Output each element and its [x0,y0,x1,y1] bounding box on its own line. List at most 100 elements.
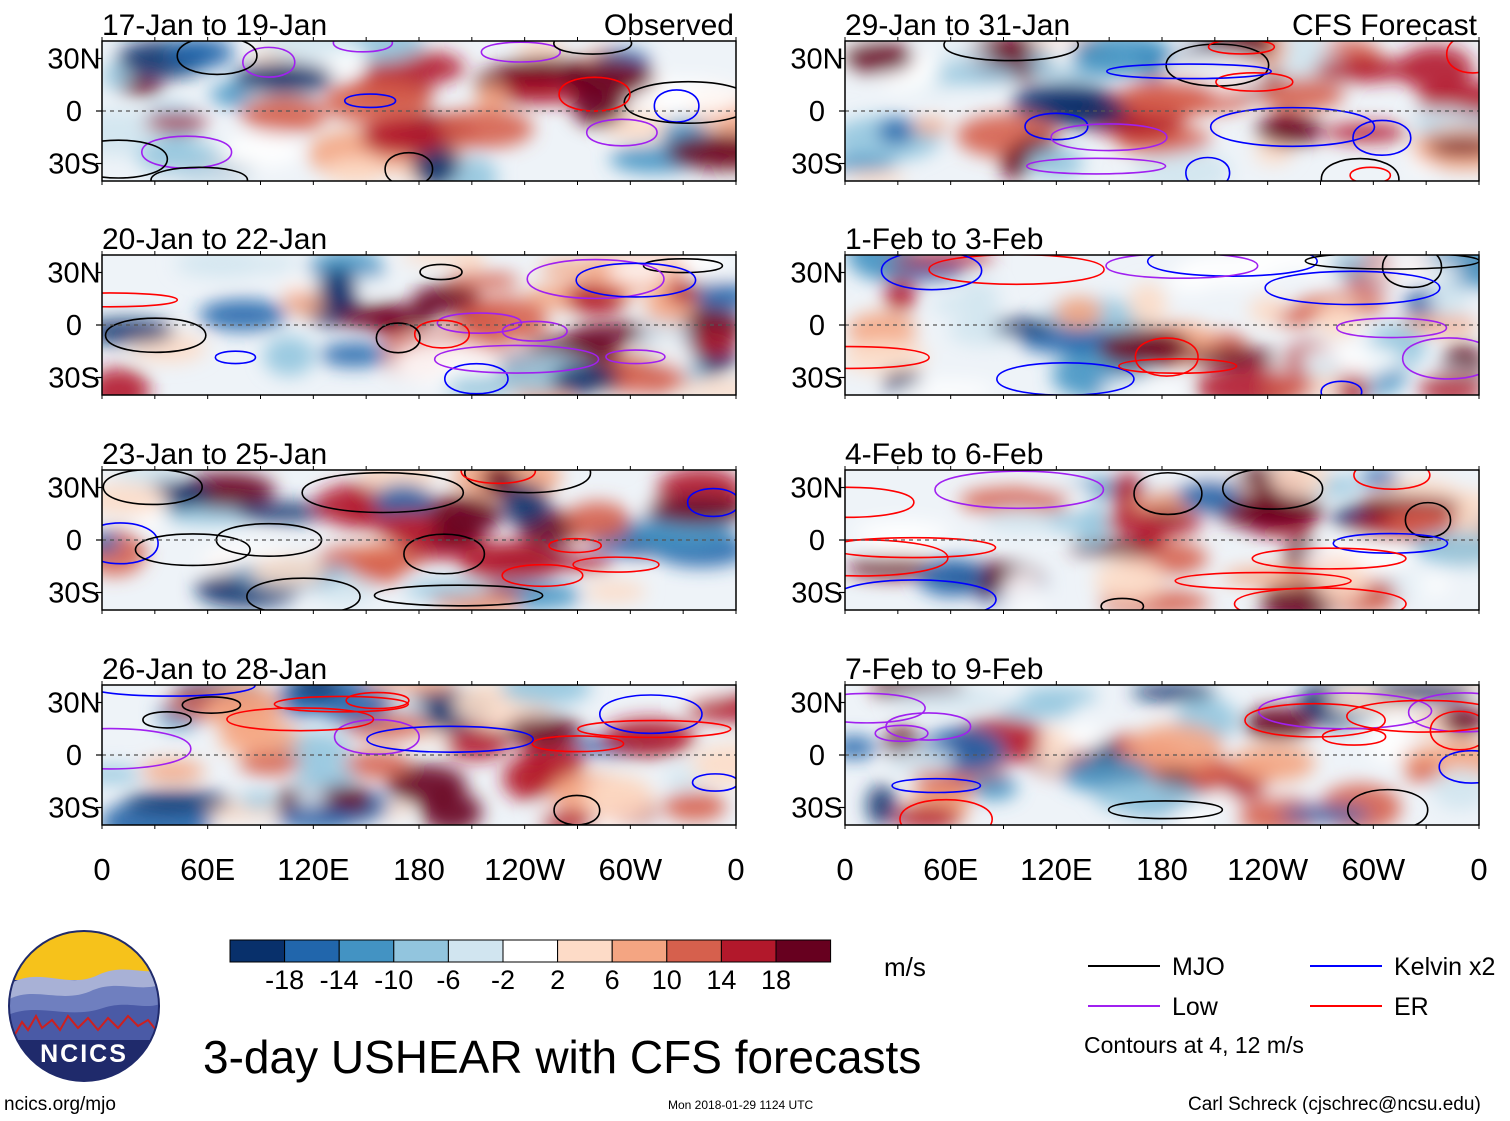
wave-contour [1304,255,1479,270]
shear-cell [846,311,917,350]
y-tick-label: 0 [66,96,82,128]
wave-contour [845,486,915,519]
shear-cell [1278,805,1371,823]
panel-period-label: 17-Jan to 19-Jan [102,9,327,42]
colorbar-swatch [502,939,559,963]
shear-cell [666,133,736,171]
shear-cell [1304,356,1342,378]
shear-cell [363,685,457,694]
wave-contour [419,263,463,281]
shear-field [102,470,736,610]
y-tick-label: 30N [790,44,843,76]
wave-contour [1185,156,1231,181]
shear-cell [1133,525,1164,550]
wave-contour [605,349,666,365]
shear-cell [584,774,655,823]
y-tick-label: 30S [48,149,100,181]
x-tick-label: 0 [93,852,110,887]
shear-cell [333,303,438,330]
shear-cell [565,501,631,541]
shear-cell [144,114,209,132]
wave-contour [1146,255,1318,277]
shear-cell [1426,138,1479,156]
wave-contour [1332,532,1449,554]
wave-contour [142,711,192,729]
shear-cell [1133,148,1232,181]
shear-cell [636,79,736,117]
shear-field [102,685,736,825]
shear-field [102,255,736,395]
shear-cell [1366,714,1411,763]
shear-cell [1120,79,1220,119]
shear-cell [1098,327,1191,369]
shear-cell [291,685,343,699]
x-tick-label: 0 [727,852,744,887]
wave-contour [577,719,732,739]
shear-cell [540,808,596,825]
shear-cell [1156,385,1186,395]
wave-contour [531,735,625,753]
colorbar-swatch [775,939,832,963]
x-tick-label: 120E [277,852,349,887]
x-tick-label: 180 [1136,852,1188,887]
shear-cell [922,64,1020,85]
shear-cell [343,751,411,779]
shear-cell [323,78,431,125]
column-header: Observed [604,9,734,42]
colorbar-swatch [393,939,449,963]
wave-contour [1174,571,1352,590]
wave-contour [585,118,658,147]
wave-contour [1107,800,1224,820]
shear-cell [982,508,1057,533]
column-header: CFS Forecast [1292,9,1478,42]
wave-contour [1233,587,1407,610]
shear-cell [845,154,897,172]
wave-contour [480,41,561,63]
wave-contour [333,718,420,755]
wave-contour [1215,72,1294,92]
wave-contour [102,522,159,565]
wave-contour [214,350,257,365]
colorbar-label: 18 [761,965,791,995]
wave-contour [891,777,982,794]
shear-cell [1093,780,1201,814]
shear-cell [238,792,279,810]
legend-label: Kelvin x2 [1394,953,1495,981]
shear-cell [1269,470,1329,498]
wave-contour [1118,358,1238,375]
shear-cell [102,532,121,554]
author-credit: Carl Schreck (cjschrec@ncsu.edu) [1188,1094,1481,1115]
shear-cell [404,580,490,600]
shear-cell [519,742,586,779]
colorbar-label: 14 [706,965,736,995]
shear-cell [401,255,480,265]
shear-cell [198,299,288,331]
shear-cell [1258,77,1345,111]
y-tick-label: 0 [809,96,825,128]
wave-contour [413,319,470,349]
legend-label: ER [1394,993,1429,1021]
shear-cell [887,747,956,774]
wave-contour [1106,63,1272,80]
wave-contour [501,320,568,342]
wave-contour [373,584,544,607]
wave-contour [140,135,233,169]
x-tick-label: 120E [1020,852,1092,887]
wave-contour [1257,692,1433,730]
shear-cell [238,749,301,776]
shear-field [845,41,1479,181]
y-tick-label: 0 [809,740,825,772]
shear-cell [1178,477,1241,513]
shear-cell [1128,282,1167,327]
shear-field [845,685,1479,825]
wave-contour [572,556,660,573]
shear-field [102,41,736,181]
x-tick-label: 180 [393,852,445,887]
shear-cell [429,108,534,149]
wave-contour [1401,337,1479,380]
y-tick-label: 30S [48,363,100,395]
shear-cell [1055,296,1103,330]
wave-contour [102,292,179,308]
wave-contour [1346,699,1479,733]
shear-cell [1327,255,1370,276]
